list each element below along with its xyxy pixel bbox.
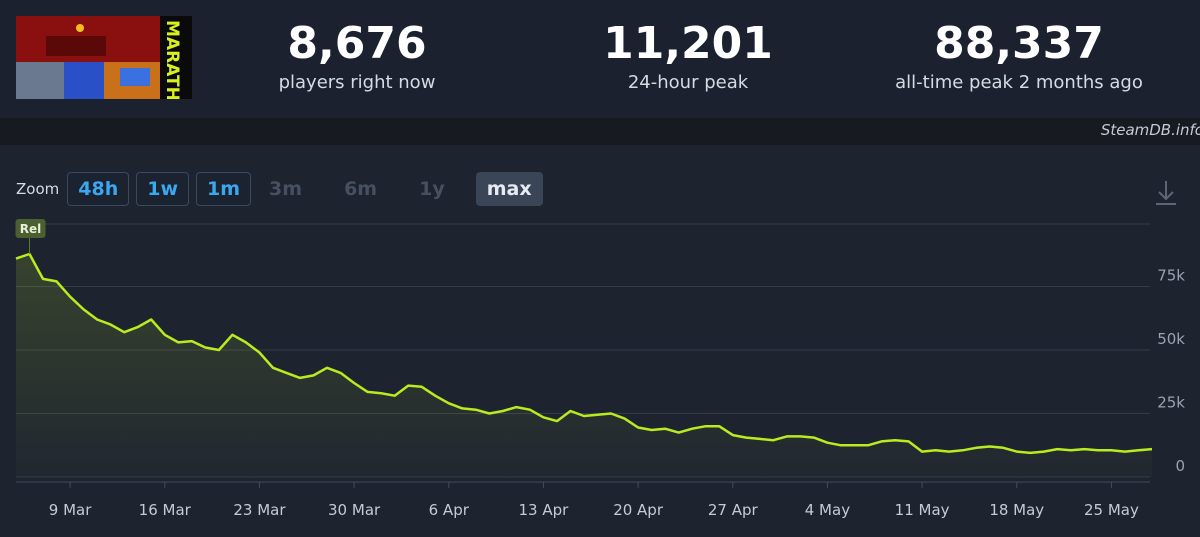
zoom-label: Zoom (16, 180, 60, 198)
zoom-bar: Zoom 48h 1w 1m 3m 6m 1y max (16, 171, 550, 207)
zoom-button[interactable]: 1m (196, 172, 252, 206)
stat: 11,201 24-hour peak (538, 18, 838, 96)
y-tick-label: 0 (1175, 457, 1185, 475)
stat-label: players right now (278, 72, 436, 93)
x-tick-label: 20 Apr (613, 501, 664, 519)
x-tick-label: 25 May (1084, 501, 1139, 519)
x-tick-label: 30 Mar (328, 501, 381, 519)
y-tick-label: 50k (1157, 330, 1185, 348)
x-tick-label: 16 Mar (139, 501, 192, 519)
area (16, 254, 1152, 477)
annotation-badge (15, 219, 46, 238)
x-tick-label: 9 Mar (49, 501, 92, 519)
x-tick-label: 6 Apr (429, 501, 470, 519)
stat: 8,676 players right now (207, 18, 507, 96)
stat-value: 11,201 (603, 18, 773, 69)
zoom-button[interactable]: max (475, 172, 543, 206)
zoom-button: 6m (344, 178, 378, 200)
zoom-button[interactable]: 1w (136, 172, 189, 206)
annotation-label: Rel (20, 222, 42, 236)
header-bar (0, 0, 1200, 118)
y-tick-label: 25k (1157, 394, 1185, 412)
x-tick-label: 23 Mar (233, 501, 286, 519)
stat-label: 24-hour peak (627, 72, 749, 93)
x-tick-label: 13 Apr (519, 501, 570, 519)
zoom-button: 1y (419, 178, 445, 200)
line (15, 252, 1153, 455)
x-tick-label: 18 May (989, 501, 1044, 519)
zoom-button: 3m (269, 178, 303, 200)
download-icon[interactable] (1156, 181, 1176, 205)
credit[interactable]: SteamDB.info (1100, 121, 1200, 139)
y-tick-label: 75k (1157, 267, 1185, 285)
stat-label: all-time peak 2 months ago (895, 72, 1143, 93)
x-tick-label: 4 May (805, 501, 850, 519)
game-thumbnail[interactable]: MARATHON (16, 16, 192, 99)
zoom-button[interactable]: 48h (67, 172, 130, 206)
stat: 88,337 all-time peak 2 months ago (869, 18, 1169, 96)
logo-text: MARATHON (162, 20, 182, 99)
x-tick-label: 27 Apr (708, 501, 759, 519)
stat-value: 88,337 (934, 18, 1104, 69)
x-tick-label: 11 May (895, 501, 950, 519)
stat-value: 8,676 (287, 18, 427, 69)
